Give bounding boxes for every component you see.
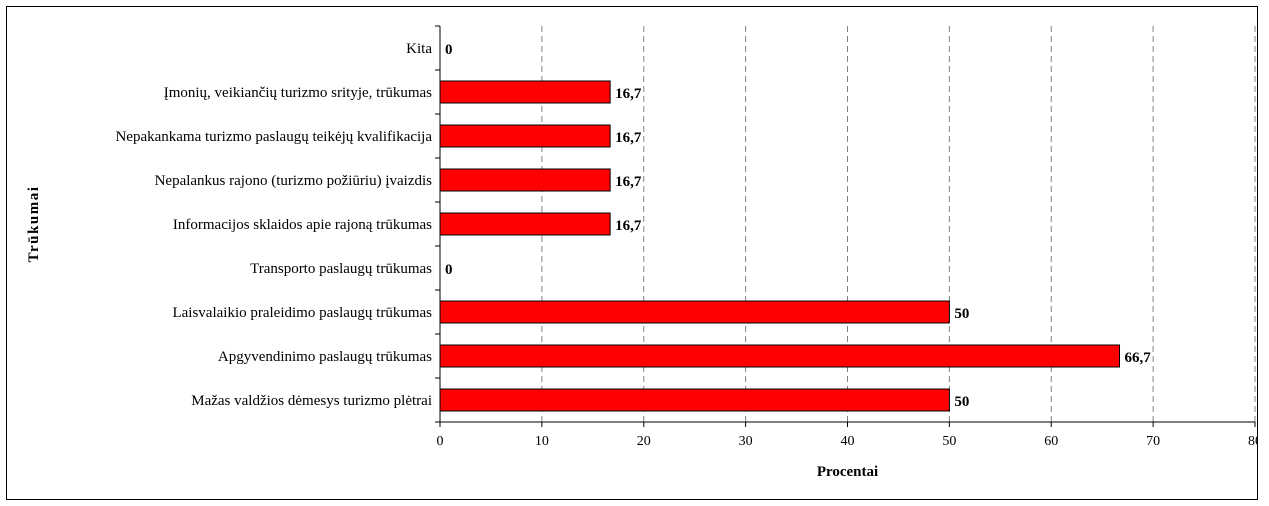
data-labels: 0 16,7 16,7 16,7 16,7 0 50 66,7 50 [445, 42, 1151, 410]
x-tick-label: 20 [637, 434, 651, 449]
data-label: 16,7 [615, 174, 642, 190]
category-label: Laisvalaikio praleidimo paslaugų trūkuma… [172, 305, 432, 321]
bar [439, 124, 611, 148]
y-axis-title: Trūkumai [26, 186, 42, 263]
data-label: 50 [954, 394, 969, 410]
x-tick-label: 50 [942, 434, 956, 449]
tick-labels: 0 10 20 30 40 50 60 70 80 [437, 434, 1263, 449]
bar [439, 168, 611, 192]
category-label: Kita [406, 41, 432, 57]
bar-chart: Kita Įmonių, veikiančių turizmo srityje, … [26, 25, 1263, 480]
bars [439, 80, 1121, 412]
category-label: Transporto paslaugų trūkumas [250, 261, 432, 277]
x-tick-label: 10 [535, 434, 549, 449]
category-labels: Kita Įmonių, veikiančių turizmo srityje, … [115, 41, 432, 409]
axes [435, 25, 1256, 427]
bar [439, 344, 1121, 368]
data-label: 50 [954, 306, 969, 322]
x-tick-label: 0 [437, 434, 444, 449]
category-label: Informacijos sklaidos apie rajoną trūkum… [173, 217, 432, 233]
bar [439, 80, 611, 104]
x-tick-label: 80 [1248, 434, 1257, 449]
data-label: 0 [445, 262, 453, 278]
x-tick-label: 30 [739, 434, 753, 449]
x-tick-label: 40 [841, 434, 855, 449]
bar [439, 388, 950, 412]
category-label: Nepalankus rajono (turizmo požiūriu) įva… [155, 173, 433, 189]
x-axis-title: Procentai [817, 464, 878, 480]
category-label: Įmonių, veikiančių turizmo srityje, trūk… [164, 85, 432, 101]
category-label: Mažas valdžios dėmesys turizmo plėtrai [191, 393, 432, 409]
x-tick-label: 60 [1044, 434, 1058, 449]
x-tick-label: 70 [1146, 434, 1160, 449]
category-label: Nepakankama turizmo paslaugų teikėjų kva… [115, 129, 432, 145]
bar [439, 212, 611, 236]
data-label: 16,7 [615, 218, 642, 234]
data-label: 16,7 [615, 86, 642, 102]
chart-frame: Kita Įmonių, veikiančių turizmo srityje, … [6, 6, 1263, 500]
category-label: Apgyvendinimo paslaugų trūkumas [218, 349, 432, 365]
bar [439, 300, 950, 324]
data-label: 66,7 [1125, 350, 1152, 366]
data-label: 16,7 [615, 130, 642, 146]
data-label: 0 [445, 42, 453, 58]
